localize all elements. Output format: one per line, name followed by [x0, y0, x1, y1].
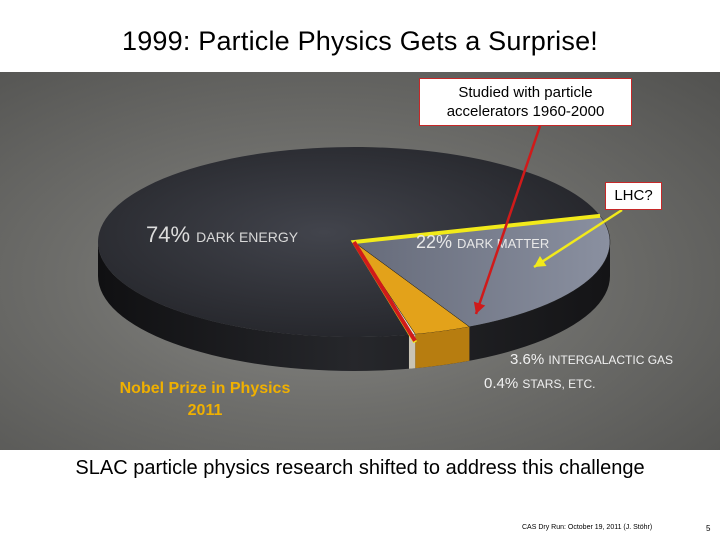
accelerators-arrow	[473, 125, 542, 315]
slice-percent-dark-energy: 74%	[146, 222, 196, 247]
nobel-prize-note: Nobel Prize in Physics 2011	[95, 378, 315, 422]
slide-title: 1999: Particle Physics Gets a Surprise!	[121, 26, 598, 56]
lhc-callout: LHC?	[605, 182, 662, 210]
slide-footer: CAS Dry Run: October 19, 2011 (J. Stöhr)	[522, 524, 653, 531]
accelerators-callout-line2: accelerators 1960-2000	[446, 103, 605, 120]
slice-name-dark-energy: DARK ENERGY	[196, 229, 299, 245]
pie-side	[98, 242, 610, 371]
slice-label-stars-etc: 0.4% STARS, ETC.	[484, 375, 595, 392]
nobel-prize-line1: Nobel Prize in Physics	[119, 380, 291, 397]
slice-label-dark-matter: 22% DARK MATTER	[416, 232, 549, 252]
pie-slice-dark-energy	[98, 147, 601, 338]
slice-name-dark-matter: DARK MATTER	[457, 236, 549, 251]
accelerators-callout-line1: Studied with particle	[458, 84, 593, 101]
pie-chart: 74% DARK ENERGY 22% DARK MATTER 3.6% INTER…	[98, 125, 673, 392]
accelerators-callout: Studied with particle accelerators 1960-…	[419, 78, 632, 126]
slide-subtitle: SLAC particle physics research shifted t…	[75, 457, 645, 479]
lhc-arrow	[533, 208, 623, 269]
slice-name-stars-etc: STARS, ETC.	[522, 377, 595, 391]
accelerator-wedge-edge	[352, 240, 417, 342]
slice-percent-intergalactic-gas: 3.6%	[510, 351, 548, 368]
pie-slice-dark-matter	[353, 215, 611, 328]
slice-percent-dark-matter: 22%	[416, 232, 457, 252]
page-number: 5	[706, 524, 711, 533]
slice-name-intergalactic-gas: INTERGALACTIC GAS	[548, 353, 673, 367]
pie-slice-side-intergalactic-gas	[415, 326, 470, 369]
nobel-prize-line2: 2011	[187, 402, 223, 419]
slice-label-dark-energy: 74% DARK ENERGY	[146, 222, 299, 247]
slice-percent-stars-etc: 0.4%	[484, 375, 522, 392]
slice-label-intergalactic-gas: 3.6% INTERGALACTIC GAS	[510, 351, 673, 368]
